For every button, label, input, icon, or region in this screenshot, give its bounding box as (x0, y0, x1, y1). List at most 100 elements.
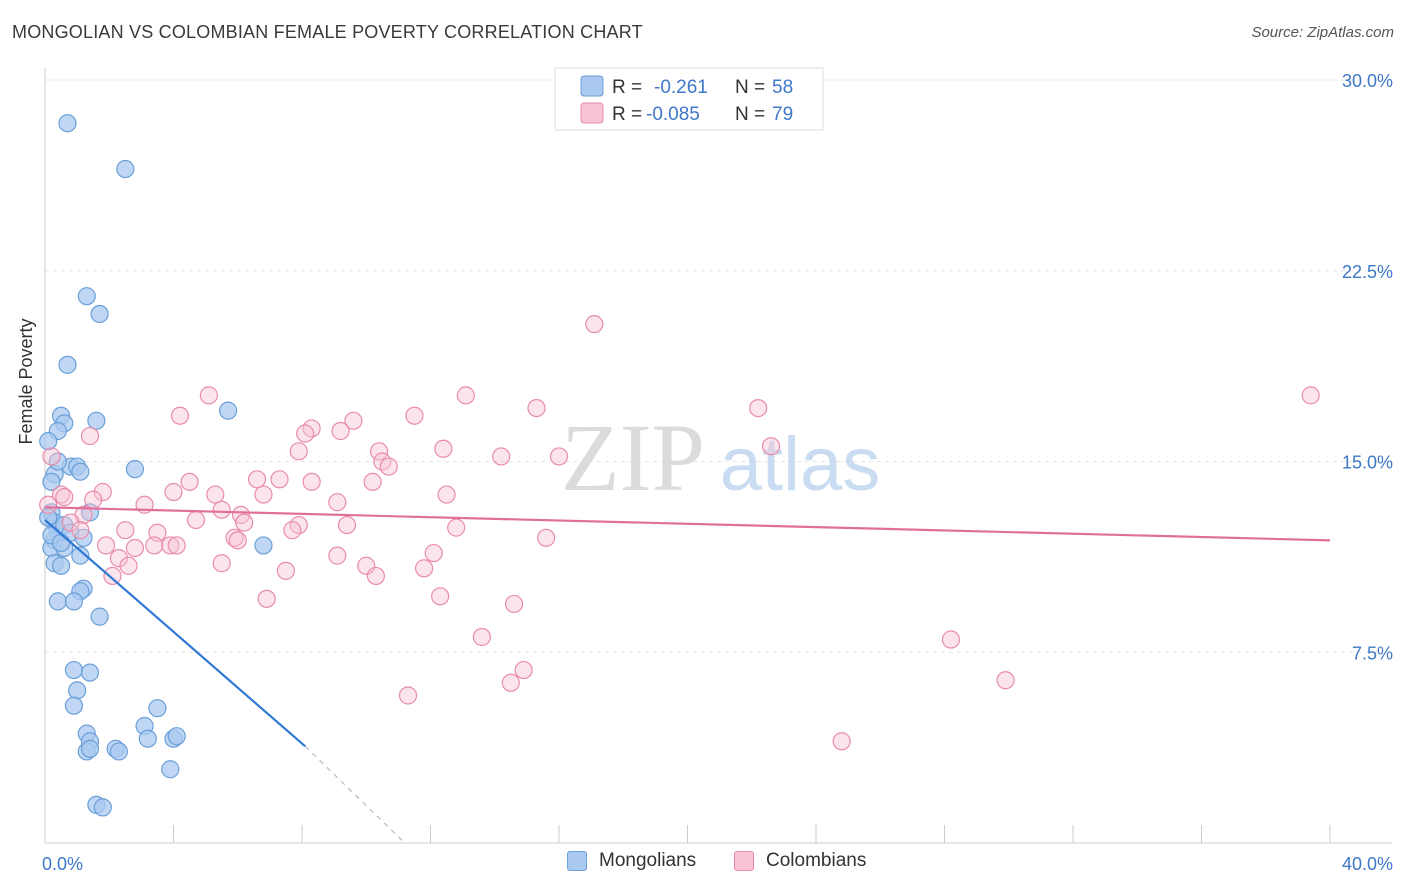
mongolian-point-27 (254, 536, 273, 555)
colombian-point-22 (247, 470, 267, 489)
mongolian-point-36 (80, 663, 100, 682)
colombian-point-26 (363, 472, 382, 491)
colombian-point-61 (119, 556, 138, 575)
mongolian-point-37 (68, 681, 87, 700)
legend-item-mongolians[interactable]: Mongolians (567, 850, 696, 872)
colombian-point-65 (276, 561, 296, 580)
mongolian-point-3 (90, 304, 109, 324)
legend-n-label-1: N = (735, 77, 765, 98)
y-tick-label-3: 30.0% (1342, 71, 1393, 91)
watermark-zip: ZIP (561, 404, 705, 511)
colombian-point-6 (170, 406, 190, 425)
colombian-point-0 (585, 315, 604, 334)
colombian-point-43 (71, 521, 90, 540)
mongolian-point-47 (80, 739, 100, 758)
colombian-point-73 (514, 660, 533, 680)
colombian-point-51 (537, 528, 556, 547)
colombian-point-70 (504, 594, 524, 614)
colombian-point-50 (283, 521, 302, 540)
mongolian-point-33 (64, 592, 84, 611)
colombian-point-62 (212, 554, 231, 573)
colombian-point-64 (414, 559, 434, 578)
legend-r-label-2: R = (612, 104, 642, 125)
colombian-trend-line (44, 506, 1331, 542)
colombian-point-69 (431, 587, 450, 606)
colombian-point-74 (501, 673, 520, 692)
colombian-point-24 (302, 472, 321, 491)
colombian-point-34 (84, 490, 103, 509)
colombian-point-75 (398, 686, 418, 705)
colombian-point-32 (254, 485, 273, 504)
mongolian-point-35 (64, 660, 84, 680)
colombian-point-46 (447, 518, 466, 537)
colombian-point-15 (434, 439, 453, 458)
colombian-point-16 (761, 437, 781, 456)
colombian-point-76 (996, 671, 1015, 690)
colombian-point-71 (472, 627, 491, 647)
colombian-point-67 (366, 566, 385, 586)
legend-n-value-2: 79 (772, 104, 793, 125)
colombian-point-3 (456, 386, 475, 405)
colombian-point-57 (125, 538, 145, 558)
colombian-point-33 (437, 485, 456, 504)
y-axis-label-text: Female Poverty (16, 318, 36, 445)
mongolian-point-38 (64, 696, 84, 715)
mongolian-point-54 (51, 533, 71, 552)
colombian-point-31 (206, 485, 225, 504)
colombian-point-8 (405, 406, 424, 425)
tick-labels: 7.5% 15.0% 22.5% 30.0% 0.0% 40.0% (42, 71, 1393, 874)
colombian-point-4 (527, 398, 546, 418)
colombian-point-66 (103, 566, 122, 586)
mongolian-point-34 (90, 607, 109, 626)
colombian-point-2 (199, 386, 218, 405)
colombian-point-28 (164, 482, 183, 502)
mongolian-point-1 (116, 159, 135, 179)
mongolian-point-56 (39, 508, 58, 527)
colombian-point-25 (180, 472, 199, 491)
y-tick-label-1: 15.0% (1342, 453, 1393, 473)
mongolian-point-8 (87, 411, 106, 430)
colombian-point-13 (289, 442, 308, 461)
x-tick-label-1: 40.0% (1342, 854, 1393, 874)
mongolian-trend-extension (304, 745, 406, 844)
colombian-point-7 (344, 411, 363, 430)
legend-top: R = -0.261 N = 58 R = -0.085 N = 79 (554, 67, 824, 131)
colombian-point-78 (39, 495, 58, 514)
colombian-point-41 (186, 510, 206, 530)
mongolian-point-29 (51, 556, 71, 575)
y-axis-label: Female Poverty (16, 318, 37, 444)
chart-title: MONGOLIAN VS COLOMBIAN FEMALE POVERTY CO… (12, 22, 643, 42)
colombian-point-20 (379, 457, 398, 476)
colombian-point-45 (337, 515, 357, 535)
colombian-point-27 (93, 482, 112, 502)
colombian-point-54 (161, 536, 180, 555)
legend-swatch-mongolian (580, 75, 604, 97)
colombian-point-56 (228, 531, 247, 550)
mongolian-point-26 (71, 546, 90, 565)
trend-lines (44, 506, 1331, 844)
legend-swatch-colombian (580, 102, 604, 124)
colombian-point-77 (832, 732, 851, 751)
mongolian-trend-line (44, 519, 306, 748)
legend-r-value-2: -0.085 (646, 104, 700, 125)
y-tick-label-2: 22.5% (1342, 262, 1393, 282)
colombian-point-1 (1301, 386, 1320, 405)
mongolian-point-0 (58, 114, 77, 133)
legend-bottom: Mongolians Colombians (0, 850, 1406, 880)
colombian-point-14 (370, 442, 389, 461)
colombian-point-60 (328, 546, 347, 565)
mongolian-point-32 (48, 592, 67, 611)
legend-r-value-1: -0.261 (654, 77, 708, 98)
colombian-point-72 (941, 630, 961, 649)
mongolian-point-13 (71, 462, 90, 481)
mongolian-point-10 (39, 432, 58, 451)
legend-item-colombians[interactable]: Colombians (734, 850, 866, 872)
mongolian-point-5 (219, 401, 238, 420)
colombian-point-23 (270, 470, 289, 489)
mongolian-point-16 (42, 472, 61, 491)
colombian-point-59 (424, 543, 443, 563)
colombian-point-11 (331, 421, 350, 441)
mongolian-point-39 (148, 699, 167, 718)
colombian-point-30 (55, 488, 74, 507)
mongolian-point-14 (125, 460, 145, 479)
